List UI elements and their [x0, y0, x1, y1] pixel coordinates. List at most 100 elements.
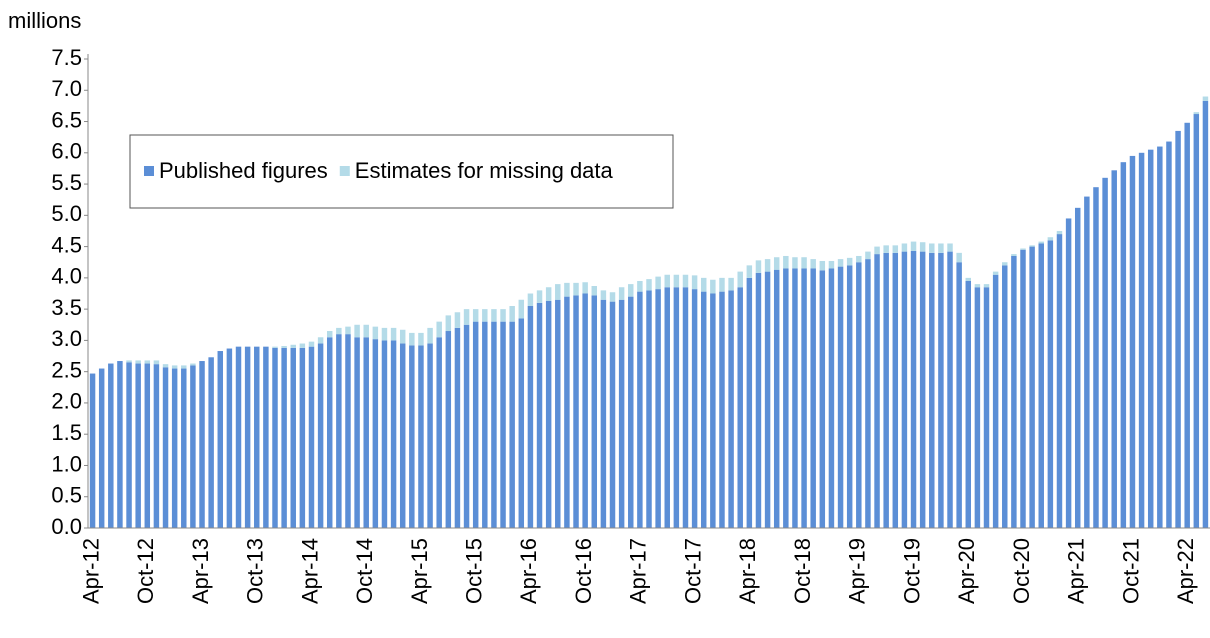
x-tick-label: Apr-22: [1173, 538, 1198, 604]
legend-swatch: [144, 166, 154, 176]
x-tick-label: Apr-14: [297, 538, 322, 604]
bar-segment: [272, 347, 278, 528]
bar-segment: [1084, 196, 1090, 528]
x-tick-label: Oct-13: [243, 538, 268, 604]
bar-segment: [482, 321, 488, 528]
bar-segment: [1011, 255, 1017, 529]
bar-segment: [883, 245, 889, 253]
bar-segment: [564, 282, 570, 297]
bar-segment: [956, 262, 962, 528]
y-tick-label: 7.5: [51, 45, 82, 70]
bar-segment: [281, 346, 287, 348]
bar-segment: [947, 243, 953, 252]
bar-segment: [290, 344, 296, 348]
bar-segment: [555, 299, 561, 528]
bar-segment: [491, 321, 497, 528]
bar-segment: [628, 296, 634, 528]
bar-segment: [326, 337, 333, 528]
bar-segment: [655, 276, 661, 290]
bar-segment: [545, 287, 552, 302]
bar-segment: [700, 277, 707, 292]
bar-segment: [573, 295, 579, 528]
bar-segment: [190, 363, 196, 366]
bar-segment: [764, 271, 771, 528]
bar-segment: [792, 268, 798, 528]
legend-swatch: [339, 166, 350, 176]
bar-segment: [691, 289, 698, 528]
bar-segment: [810, 268, 816, 528]
x-tick-label: Oct-14: [352, 538, 377, 604]
y-tick-label: 0.0: [51, 514, 82, 539]
x-tick-label: Oct-18: [790, 538, 815, 604]
bar-segment: [646, 279, 652, 291]
bar-segment: [491, 309, 497, 322]
bar-segment: [381, 327, 388, 341]
bar-segment: [509, 306, 515, 322]
bar-segment: [527, 293, 534, 307]
bar-segment: [673, 274, 680, 288]
bar-segment: [600, 299, 607, 528]
bar-segment: [1065, 218, 1072, 528]
bar-segment: [1002, 262, 1008, 266]
y-tick-label: 4.5: [51, 232, 82, 257]
bar-segment: [135, 363, 141, 528]
bar-segment: [418, 332, 424, 346]
bar-segment: [1047, 237, 1054, 241]
bar-segment: [1111, 170, 1117, 528]
x-tick-label: Apr-12: [78, 538, 103, 604]
bar-segment: [126, 362, 132, 528]
bar-segment: [472, 321, 479, 528]
bar-segment: [974, 284, 981, 288]
bar-segment: [144, 363, 151, 528]
bar-segment: [436, 337, 442, 528]
bar-segment: [965, 277, 972, 281]
x-tick-label: Oct-17: [680, 538, 705, 604]
bar-segment: [910, 241, 917, 251]
bar-segment: [445, 331, 452, 528]
x-tick-label: Apr-20: [954, 538, 979, 604]
bar-segment: [700, 291, 707, 528]
bar-segment: [317, 337, 324, 344]
y-tick-label: 1.0: [51, 451, 82, 476]
bar-segment: [773, 257, 780, 270]
x-tick-label: Oct-19: [899, 538, 924, 604]
bar-segment: [482, 309, 488, 322]
bar-segment: [162, 364, 169, 368]
bar-segment: [810, 259, 816, 269]
bar-segment: [135, 360, 141, 364]
bar-segment: [518, 299, 525, 319]
bar-segment: [1002, 265, 1008, 528]
bar-segment: [381, 340, 388, 528]
y-tick-label: 1.5: [51, 420, 82, 445]
bar-segment: [1202, 96, 1209, 101]
x-tick-label: Apr-13: [188, 538, 213, 604]
x-tick-label: Apr-18: [735, 538, 760, 604]
bar-segment: [536, 302, 543, 528]
bar-segment: [819, 260, 826, 271]
bar-segment: [1138, 152, 1145, 529]
bar-segment: [1202, 100, 1209, 528]
bar-segment: [901, 243, 908, 252]
bar-segment: [573, 282, 579, 296]
x-tick-label: Apr-15: [407, 538, 432, 604]
bar-segment: [628, 284, 634, 297]
bar-segment: [336, 334, 342, 528]
bar-segment: [390, 327, 397, 341]
bar-segment: [618, 299, 625, 528]
x-tick-label: Oct-16: [571, 538, 596, 604]
bar-segment: [1011, 254, 1017, 256]
bar-segment: [856, 262, 862, 528]
bar-segment: [865, 251, 871, 260]
bar-segment: [126, 360, 132, 363]
bar-segment: [938, 252, 944, 528]
bar-segment: [1175, 130, 1181, 528]
bar-segment: [89, 373, 96, 528]
bar-segment: [1056, 230, 1063, 235]
x-tick-label: Oct-15: [461, 538, 486, 604]
bar-segment: [600, 290, 607, 300]
y-tick-label: 5.0: [51, 201, 82, 226]
bar-segment: [1129, 155, 1136, 528]
bar-segment: [819, 270, 826, 528]
bar-segment: [874, 254, 880, 528]
